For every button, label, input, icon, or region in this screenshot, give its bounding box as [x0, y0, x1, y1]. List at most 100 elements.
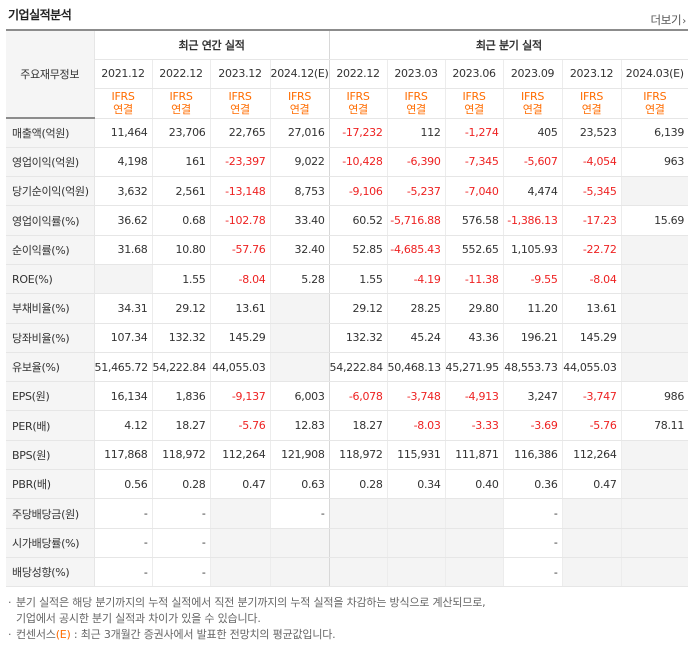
table-cell: -8.04	[209, 264, 270, 295]
table-cell	[620, 352, 689, 383]
consolidated-label: 연결	[522, 103, 543, 116]
table-cell: 13.61	[209, 293, 270, 324]
table-cell: 963	[620, 147, 689, 178]
footnotes: 분기 실적은 해당 분기까지의 누적 실적에서 직전 분기까지의 누적 실적을 …	[8, 595, 688, 643]
ifrs-header: IFRS 연결	[328, 88, 388, 119]
table-cell: -	[151, 528, 210, 558]
table-cell: 10.80	[151, 235, 210, 265]
table-cell: -57.76	[209, 235, 270, 265]
table-cell: -6,390	[386, 147, 446, 178]
table-cell: 45.24	[386, 323, 446, 353]
table-cell: 51,465.72	[93, 352, 152, 383]
ifrs-label: IFRS	[462, 90, 486, 103]
table-cell: -	[502, 557, 563, 588]
footnote-quarter-cont: 기업에서 공시한 분기 실적과 차이가 있을 수 있습니다.	[16, 612, 261, 625]
table-cell: 0.28	[328, 469, 388, 500]
table-cell	[209, 528, 270, 558]
table-cell: -3,747	[561, 381, 622, 412]
table-cell: 8,753	[269, 176, 330, 207]
period-header: 2024.12(E)	[269, 59, 330, 89]
ifrs-header: IFRS 연결	[386, 88, 446, 119]
table-cell: 13.61	[561, 293, 622, 324]
table-cell: 29.12	[151, 293, 210, 324]
table-cell: 132.32	[328, 323, 388, 353]
table-cell: 116,386	[502, 440, 563, 471]
consolidated-label: 연결	[348, 103, 368, 116]
table-cell: -13,148	[209, 176, 270, 207]
table-cell: 0.63	[269, 469, 330, 500]
table-cell: 111,871	[444, 440, 504, 471]
row-label: 부채비율(%)	[6, 293, 95, 324]
table-cell: 31.68	[93, 235, 152, 265]
table-cell: -	[151, 498, 210, 529]
more-link[interactable]: 더보기›	[650, 12, 686, 28]
table-cell: 44,055.03	[561, 352, 622, 383]
table-cell: -5,345	[561, 176, 622, 207]
table-cell	[620, 264, 689, 295]
table-cell: 986	[620, 381, 689, 412]
table-cell: 132.32	[151, 323, 210, 353]
table-cell: -	[502, 498, 563, 529]
table-cell: 552.65	[444, 235, 504, 265]
table-row: 매출액(억원) 11,464 23,706 22,765 27,016 -17,232 11…	[6, 116, 689, 148]
row-label: 주당배당금(원)	[6, 498, 95, 529]
table-cell: -9,106	[328, 176, 388, 207]
table-cell: 22,765	[209, 118, 270, 148]
table-cell: 6,139	[620, 118, 689, 148]
ifrs-header: IFRS 연결	[502, 88, 563, 119]
table-cell	[620, 469, 689, 500]
row-label: 당기순이익(억원)	[6, 176, 95, 207]
table-cell: -5.76	[561, 410, 622, 441]
table-cell: 28.25	[386, 293, 446, 324]
table-cell: -7,345	[444, 147, 504, 178]
ifrs-header: IFRS 연결	[561, 88, 622, 119]
table-cell	[620, 323, 689, 353]
table-cell: 3,632	[93, 176, 152, 207]
row-label: 영업이익(억원)	[6, 147, 95, 178]
table-cell	[620, 440, 689, 471]
table-cell: 34.31	[93, 293, 152, 324]
table-cell: 18.27	[151, 410, 210, 441]
table-cell	[620, 498, 689, 529]
table-cell: 107.34	[93, 323, 152, 353]
table-cell: -5,607	[502, 147, 563, 178]
table-cell: -4,913	[444, 381, 504, 412]
table-cell	[561, 528, 622, 558]
table-cell	[269, 323, 330, 353]
table-cell: 44,055.03	[209, 352, 270, 383]
table-row: PBR(배) 0.56 0.28 0.47 0.63 0.28 0.34 0.40 0.36 0.…	[6, 469, 689, 500]
table-cell	[269, 528, 330, 558]
row-header-label: 주요재무정보	[6, 29, 95, 119]
table-cell: 0.56	[93, 469, 152, 500]
table-cell: 60.52	[328, 205, 388, 236]
table-cell: -23,397	[209, 147, 270, 178]
table-cell	[328, 498, 388, 529]
table-cell: 5.28	[269, 264, 330, 295]
table-row: 영업이익률(%) 36.62 0.68 -102.78 33.40 60.52 -5,716…	[6, 205, 689, 236]
period-header: 2023.06	[444, 59, 504, 89]
table-cell: 1.55	[151, 264, 210, 295]
table-cell	[209, 498, 270, 529]
table-cell: 36.62	[93, 205, 152, 236]
consolidated-label: 연결	[581, 103, 602, 116]
table-cell: -11.38	[444, 264, 504, 295]
table-cell	[444, 498, 504, 529]
table-cell: -4,685.43	[386, 235, 446, 265]
table-cell	[444, 557, 504, 588]
table-cell: 121,908	[269, 440, 330, 471]
ifrs-label: IFRS	[169, 90, 193, 103]
table-cell: 576.58	[444, 205, 504, 236]
table-cell: 0.36	[502, 469, 563, 500]
table-cell: -5,237	[386, 176, 446, 207]
row-label: ROE(%)	[6, 264, 95, 295]
table-row: 주당배당금(원) - - - -	[6, 498, 689, 529]
table-cell	[386, 498, 446, 529]
table-cell	[620, 235, 689, 265]
row-label: 영업이익률(%)	[6, 205, 95, 236]
table-cell: 29.12	[328, 293, 388, 324]
table-cell	[328, 528, 388, 558]
period-header: 2022.12	[151, 59, 210, 89]
table-cell: 0.47	[561, 469, 622, 500]
table-cell: 33.40	[269, 205, 330, 236]
table-cell: 4,474	[502, 176, 563, 207]
